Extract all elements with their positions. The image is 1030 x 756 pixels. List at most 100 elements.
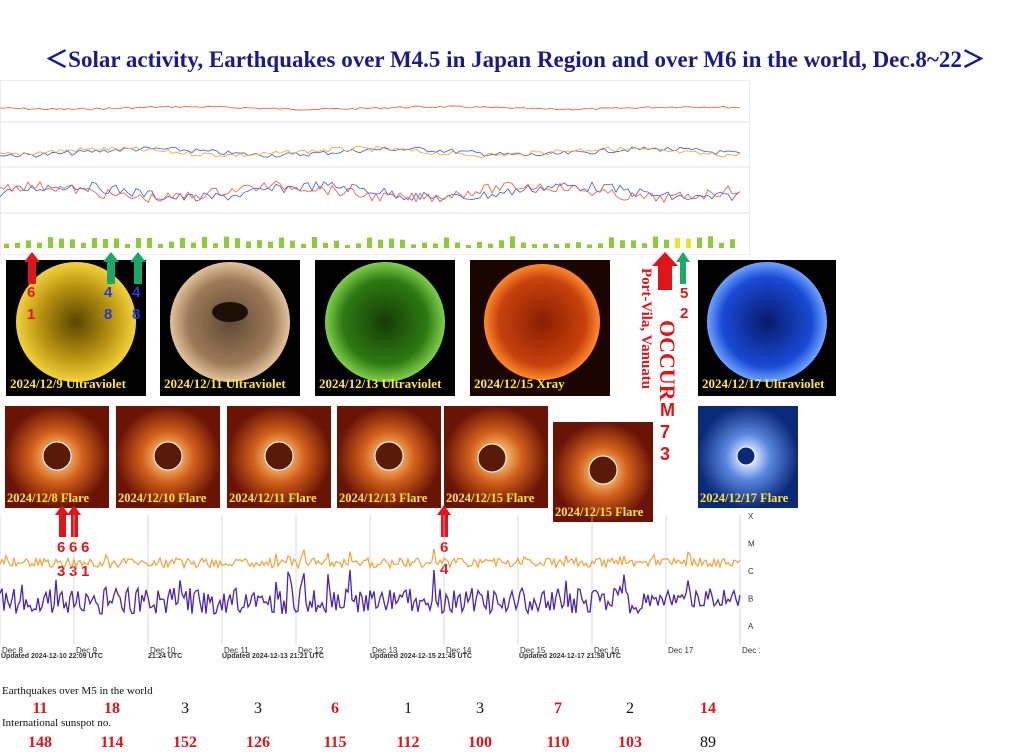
solar-wind-panels (0, 80, 750, 255)
kp-bar (455, 242, 460, 248)
flare-group-3a: 6 (81, 539, 90, 556)
xray-date-label: Dec 14 (446, 646, 472, 655)
updated-1: Updated 2024-12-10 22:09 UTC (1, 653, 103, 660)
kp-bar (26, 240, 31, 248)
kp-bar (510, 236, 515, 248)
earthquake-value: 3 (476, 700, 484, 717)
sun1-marker-bottom: 1 (27, 306, 36, 323)
xray-level-label: M (748, 540, 755, 549)
kp-bar (730, 239, 735, 248)
kp-bar (4, 243, 9, 248)
xray-level-label: A (748, 622, 754, 631)
flare-group-2b: 3 (69, 563, 78, 580)
kp-bar (334, 240, 339, 248)
vanuatu-marker-bottom: 2 (680, 305, 689, 322)
kp-bar (70, 239, 75, 248)
xray-date-label: Dec 18 (742, 646, 760, 655)
flare-group-3b: 1 (81, 563, 90, 580)
flare-caption-4: 2024/12/13 Flare (339, 491, 428, 505)
kp-bar (378, 239, 383, 248)
flare-image-6: 2024/12/15 Flare (553, 422, 653, 522)
sun-caption-2: 2024/12/11 Ultraviolet (164, 376, 286, 391)
flare-image-7: 2024/12/17 Flare (698, 406, 798, 508)
sun1-blue-a-top: 4 (104, 284, 113, 301)
red-arrow-icon (652, 252, 678, 290)
flare-caption-7: 2024/12/17 Flare (700, 491, 789, 505)
xray-level-label: C (748, 567, 754, 576)
kp-bar (719, 242, 724, 248)
kp-bar (488, 243, 493, 248)
sunspot-value: 115 (323, 734, 347, 751)
xray-date-label: Dec 10 (150, 646, 176, 655)
kp-bar (708, 236, 713, 248)
sun-image-2: 2024/12/11 Ultraviolet (160, 260, 300, 396)
kp-bar (114, 238, 119, 248)
xray-date-label: Dec 12 (298, 646, 324, 655)
kp-bar (169, 241, 174, 248)
sun-caption-5: 2024/12/17 Ultraviolet (702, 376, 825, 391)
earthquake-value: 2 (626, 700, 634, 717)
sunspot-value: 126 (246, 734, 270, 751)
solar-wind-trace (0, 146, 741, 158)
sun1-blue-b-top: 4 (132, 284, 141, 301)
red-arrow-icon (24, 252, 40, 284)
xray-short-series (0, 569, 741, 616)
kp-bar (532, 244, 537, 248)
kp-bar (345, 244, 350, 248)
kp-bar (543, 243, 548, 248)
flare-arrows (55, 505, 451, 537)
kp-bar (642, 243, 647, 248)
kp-bar (213, 243, 218, 248)
earthquake-value: 6 (331, 700, 339, 717)
xray-date-label: Dec 13 (372, 646, 398, 655)
sun-caption-4: 2024/12/15 Xray (474, 376, 565, 391)
kp-bar (400, 239, 405, 248)
occur-mag-3: 3 (660, 444, 671, 464)
xray-svg: X M C B A Dec 8 Dec 9 Dec 10 Dec 11 Dec 12 Dec 13… (0, 512, 768, 655)
updated-3: Updated 2024-12-13 21:21 UTC (222, 653, 324, 660)
sun1-blue-a-bottom: 8 (104, 306, 113, 323)
kp-bar (48, 237, 53, 248)
kp-bar (598, 243, 603, 248)
sunspot-value: 152 (173, 734, 197, 751)
sunspot-value: 112 (396, 734, 420, 751)
kp-bar (224, 236, 229, 248)
sun1-marker-top: 6 (27, 284, 36, 301)
kp-bar (312, 236, 317, 248)
kp-bar (664, 239, 669, 248)
xray-level-label: X (748, 512, 754, 521)
kp-bar (675, 238, 680, 248)
page-title: ＜Solar activity, Earthquakes over M4.5 i… (45, 47, 985, 72)
green-arrow-icon (676, 252, 690, 284)
sunspot-value: 148 (28, 734, 52, 751)
earthquake-value: 7 (554, 700, 562, 717)
kp-bar (15, 242, 20, 248)
xray-long-series (0, 548, 741, 570)
kp-bar (466, 244, 471, 248)
kp-bar (521, 242, 526, 248)
sunspot-value: 89 (700, 734, 716, 751)
sun-caption-1: 2024/12/9 Ultraviolet (10, 376, 126, 391)
updated-5: Updated 2024-12-17 21:58 UTC (519, 653, 621, 660)
kp-bar (125, 244, 130, 248)
kp-bar (191, 242, 196, 248)
solar-wind-trace (0, 180, 741, 203)
solar-wind-trace (0, 105, 741, 111)
kp-bar (136, 238, 141, 248)
kp-bar (499, 240, 504, 248)
red-arrow-icon (67, 505, 81, 537)
xray-flux-chart: X M C B A Dec 8 Dec 9 Dec 10 Dec 11 Dec 12 Dec 13… (0, 505, 768, 670)
kp-bar (103, 239, 108, 248)
flare-caption-1: 2024/12/8 Flare (7, 491, 90, 505)
kp-bar (180, 237, 185, 248)
kp-bar (92, 238, 97, 248)
kp-bar (653, 236, 658, 248)
flare-caption-2: 2024/12/10 Flare (118, 491, 207, 505)
xray-date-label: Dec 8 (2, 646, 23, 655)
xray-date-label: Dec 17 (668, 646, 694, 655)
sun-caption-3: 2024/12/13 Ultraviolet (319, 376, 442, 391)
red-arrow-icon (437, 505, 451, 537)
flare-group-1b: 3 (57, 563, 66, 580)
earthquake-value: 18 (104, 700, 120, 717)
earthquakes-label: Earthquakes over M5 in the world (2, 685, 153, 697)
